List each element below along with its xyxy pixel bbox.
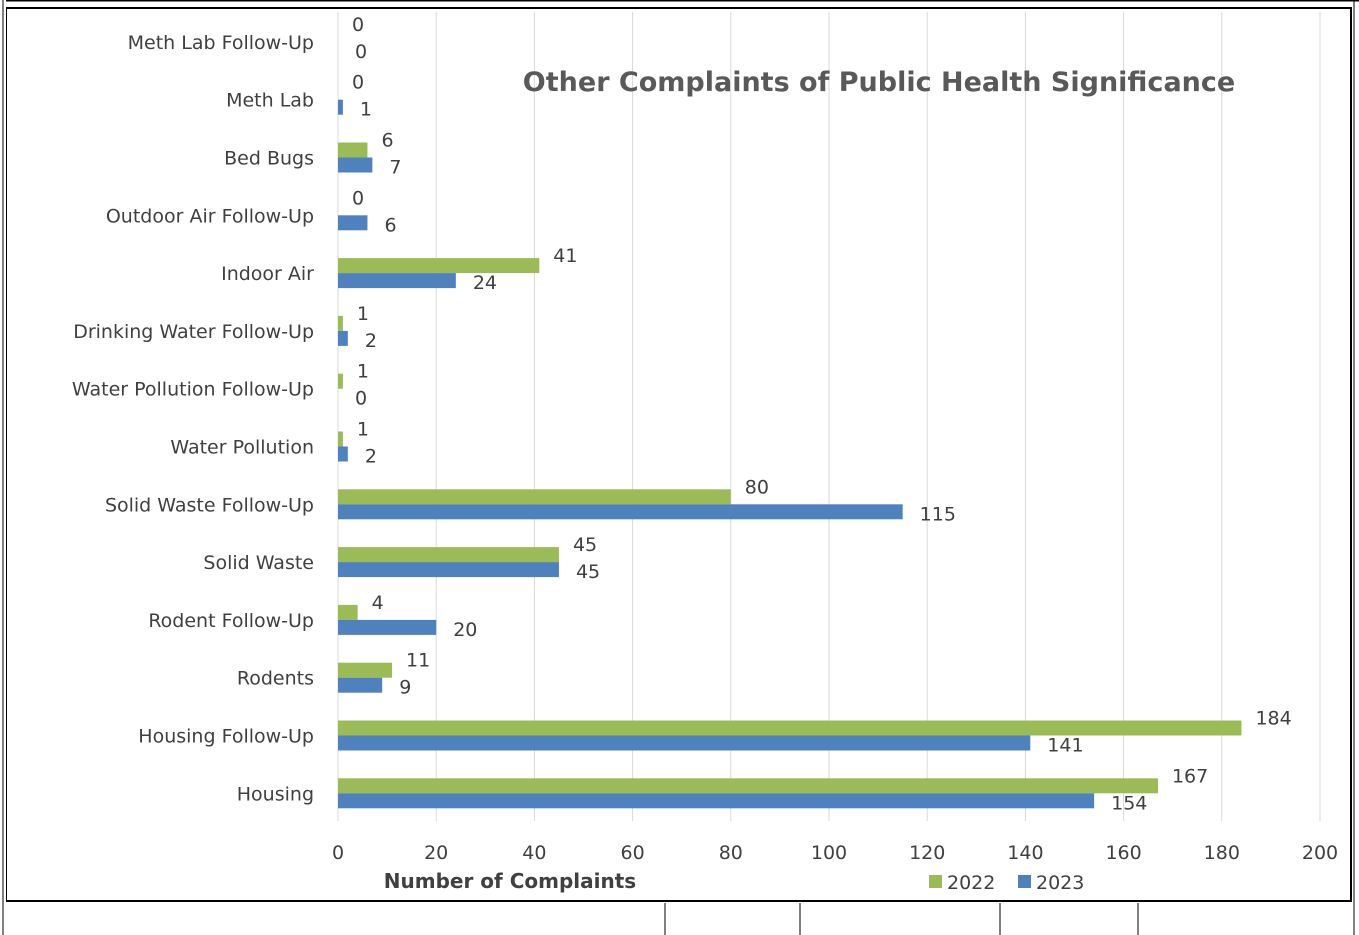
bar-2023 [338, 677, 383, 693]
x-tick-labels: 0 20 40 60 80 100 120 140 160 180 200 [332, 842, 1338, 864]
bar-2022 [338, 720, 1242, 736]
bar-2023 [338, 504, 903, 520]
x-tick-label: 180 [1204, 842, 1240, 864]
bar-2022 [338, 778, 1158, 794]
bar-2023 [338, 619, 437, 635]
category-label: Rodent Follow-Up [148, 610, 314, 632]
category-label: Drinking Water Follow-Up [73, 321, 314, 343]
category-label: Solid Waste [203, 552, 314, 574]
bar-2022 [338, 258, 540, 274]
category-label: Water Pollution Follow-Up [72, 379, 314, 401]
bar-2023 [338, 562, 559, 578]
bar-2022 [338, 662, 393, 678]
bar-2023 [338, 793, 1095, 809]
data-label-2022: 0 [352, 14, 364, 36]
data-label-2023: 0 [355, 41, 367, 63]
data-labels: 0001670641241210128011545454201191841411… [352, 14, 1292, 814]
category-label: Housing [237, 783, 314, 805]
x-tick-label: 120 [909, 842, 945, 864]
data-label-2022: 1 [357, 419, 369, 441]
data-label-2022: 11 [406, 650, 430, 672]
x-axis-title: Number of Complaints [384, 869, 636, 893]
data-label-2023: 45 [576, 561, 600, 583]
gridlines [337, 12, 1321, 821]
bar-2023 [338, 446, 348, 462]
data-label-2022: 1 [357, 361, 369, 383]
data-label-2022: 45 [573, 534, 597, 556]
category-label: Meth Lab [226, 90, 314, 112]
x-tick-label: 160 [1105, 842, 1141, 864]
data-label-2022: 1 [357, 303, 369, 325]
bar-2023 [338, 273, 456, 289]
x-tick-label: 40 [522, 842, 546, 864]
legend-label: 2022 [947, 872, 995, 894]
data-label-2022: 184 [1255, 708, 1291, 730]
x-tick-label: 100 [811, 842, 847, 864]
data-label-2022: 41 [553, 245, 577, 267]
data-label-2022: 0 [352, 72, 364, 94]
x-tick-label: 0 [332, 842, 344, 864]
chart-border [5, 7, 1352, 902]
x-tick-label: 60 [621, 842, 645, 864]
data-label-2022: 167 [1172, 765, 1208, 787]
x-tick-label: 20 [424, 842, 448, 864]
category-label: Outdoor Air Follow-Up [106, 205, 314, 227]
bar-2022 [338, 547, 559, 563]
data-label-2022: 6 [381, 130, 393, 152]
bar-2022 [338, 489, 731, 505]
category-labels: Meth Lab Follow-Up Meth Lab Bed Bugs Outdoo… [72, 32, 314, 805]
data-label-2023: 1 [360, 99, 372, 121]
bar-2022 [338, 373, 343, 389]
bar-2023 [338, 99, 343, 115]
bar-2022 [338, 315, 343, 331]
category-label: Indoor Air [221, 263, 314, 285]
bars [338, 99, 1242, 809]
bar-2023 [338, 330, 348, 346]
data-label-2022: 80 [745, 476, 769, 498]
data-label-2023: 6 [384, 214, 396, 236]
legend-swatch [929, 875, 942, 888]
legend: 2022 2023 [929, 872, 1084, 894]
data-label-2023: 7 [389, 157, 401, 179]
bar-2023 [338, 157, 373, 173]
x-tick-label: 200 [1302, 842, 1338, 864]
x-tick-label: 140 [1007, 842, 1043, 864]
data-label-2023: 24 [473, 272, 497, 294]
category-label: Housing Follow-Up [138, 726, 314, 748]
x-tick-label: 80 [719, 842, 743, 864]
category-label: Meth Lab Follow-Up [128, 32, 314, 54]
bar-2023 [338, 215, 368, 231]
chart-title: Other Complaints of Public Health Signif… [523, 67, 1235, 98]
bar-2022 [338, 604, 358, 620]
bar-2022 [338, 431, 343, 447]
data-label-2022: 4 [372, 592, 384, 614]
legend-label: 2023 [1036, 872, 1084, 894]
data-label-2022: 0 [352, 187, 364, 209]
data-label-2023: 2 [365, 446, 377, 468]
bar-2023 [338, 735, 1031, 751]
data-label-2023: 141 [1047, 735, 1083, 757]
data-label-2023: 115 [920, 503, 956, 525]
data-label-2023: 9 [399, 677, 411, 699]
category-label: Water Pollution [170, 437, 314, 459]
category-label: Rodents [237, 668, 314, 690]
legend-swatch [1018, 875, 1031, 888]
data-label-2023: 2 [365, 330, 377, 352]
category-label: Bed Bugs [224, 148, 314, 170]
category-label: Solid Waste Follow-Up [105, 494, 314, 516]
data-label-2023: 154 [1111, 792, 1147, 814]
data-label-2023: 20 [453, 619, 477, 641]
bar-2022 [338, 142, 368, 158]
data-label-2023: 0 [355, 388, 367, 410]
